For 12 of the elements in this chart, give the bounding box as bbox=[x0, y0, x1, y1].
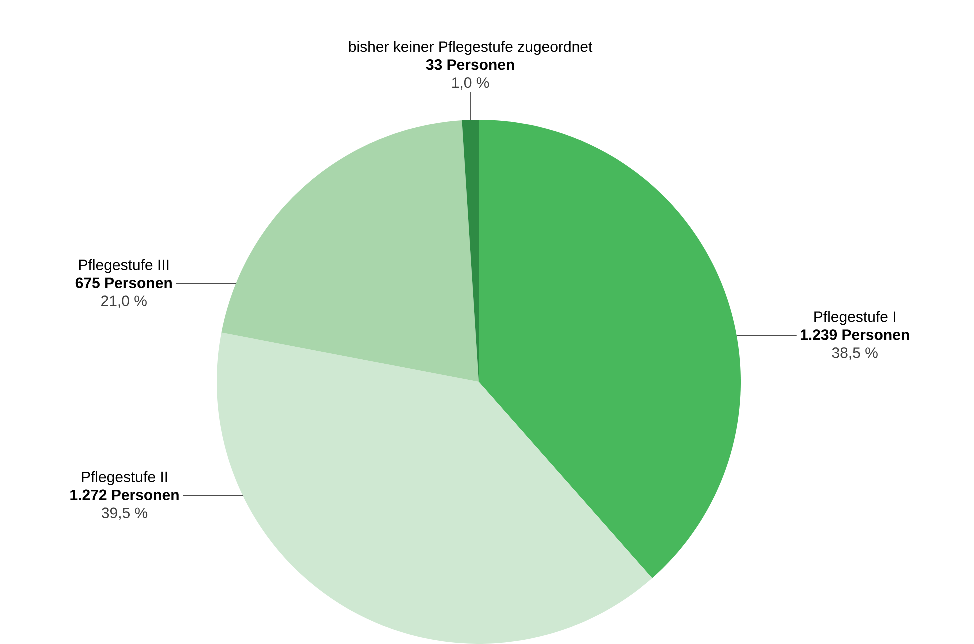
slice-label: Pflegestufe III bbox=[79, 259, 169, 274]
text: 38,5 % bbox=[832, 348, 878, 360]
text: 1,0 % bbox=[452, 78, 490, 90]
data-label: 33 Personen bbox=[426, 60, 514, 70]
slice-label: bisher keiner Pflegestufe zugeordnet bbox=[349, 41, 593, 56]
slice-label: Pflegestufe I bbox=[814, 311, 896, 326]
slice-label: Pflegestufe II bbox=[82, 471, 168, 486]
data-label: 675 Personen bbox=[76, 278, 172, 288]
data-label: 1.272 Personen bbox=[70, 490, 179, 500]
text: 21,0 % bbox=[102, 296, 147, 308]
text: 39,5 % bbox=[102, 508, 148, 520]
data-label: 1.239 Personen bbox=[801, 330, 910, 340]
